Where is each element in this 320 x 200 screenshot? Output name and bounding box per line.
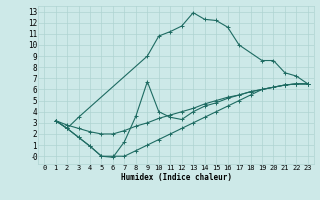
X-axis label: Humidex (Indice chaleur): Humidex (Indice chaleur)	[121, 173, 231, 182]
Text: -: -	[31, 154, 35, 160]
